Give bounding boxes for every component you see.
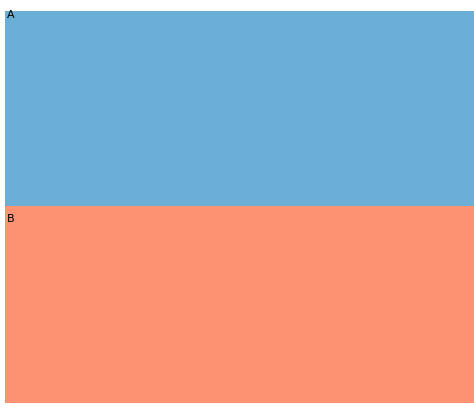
Text: B: B <box>7 214 15 224</box>
Text: A: A <box>7 10 15 21</box>
